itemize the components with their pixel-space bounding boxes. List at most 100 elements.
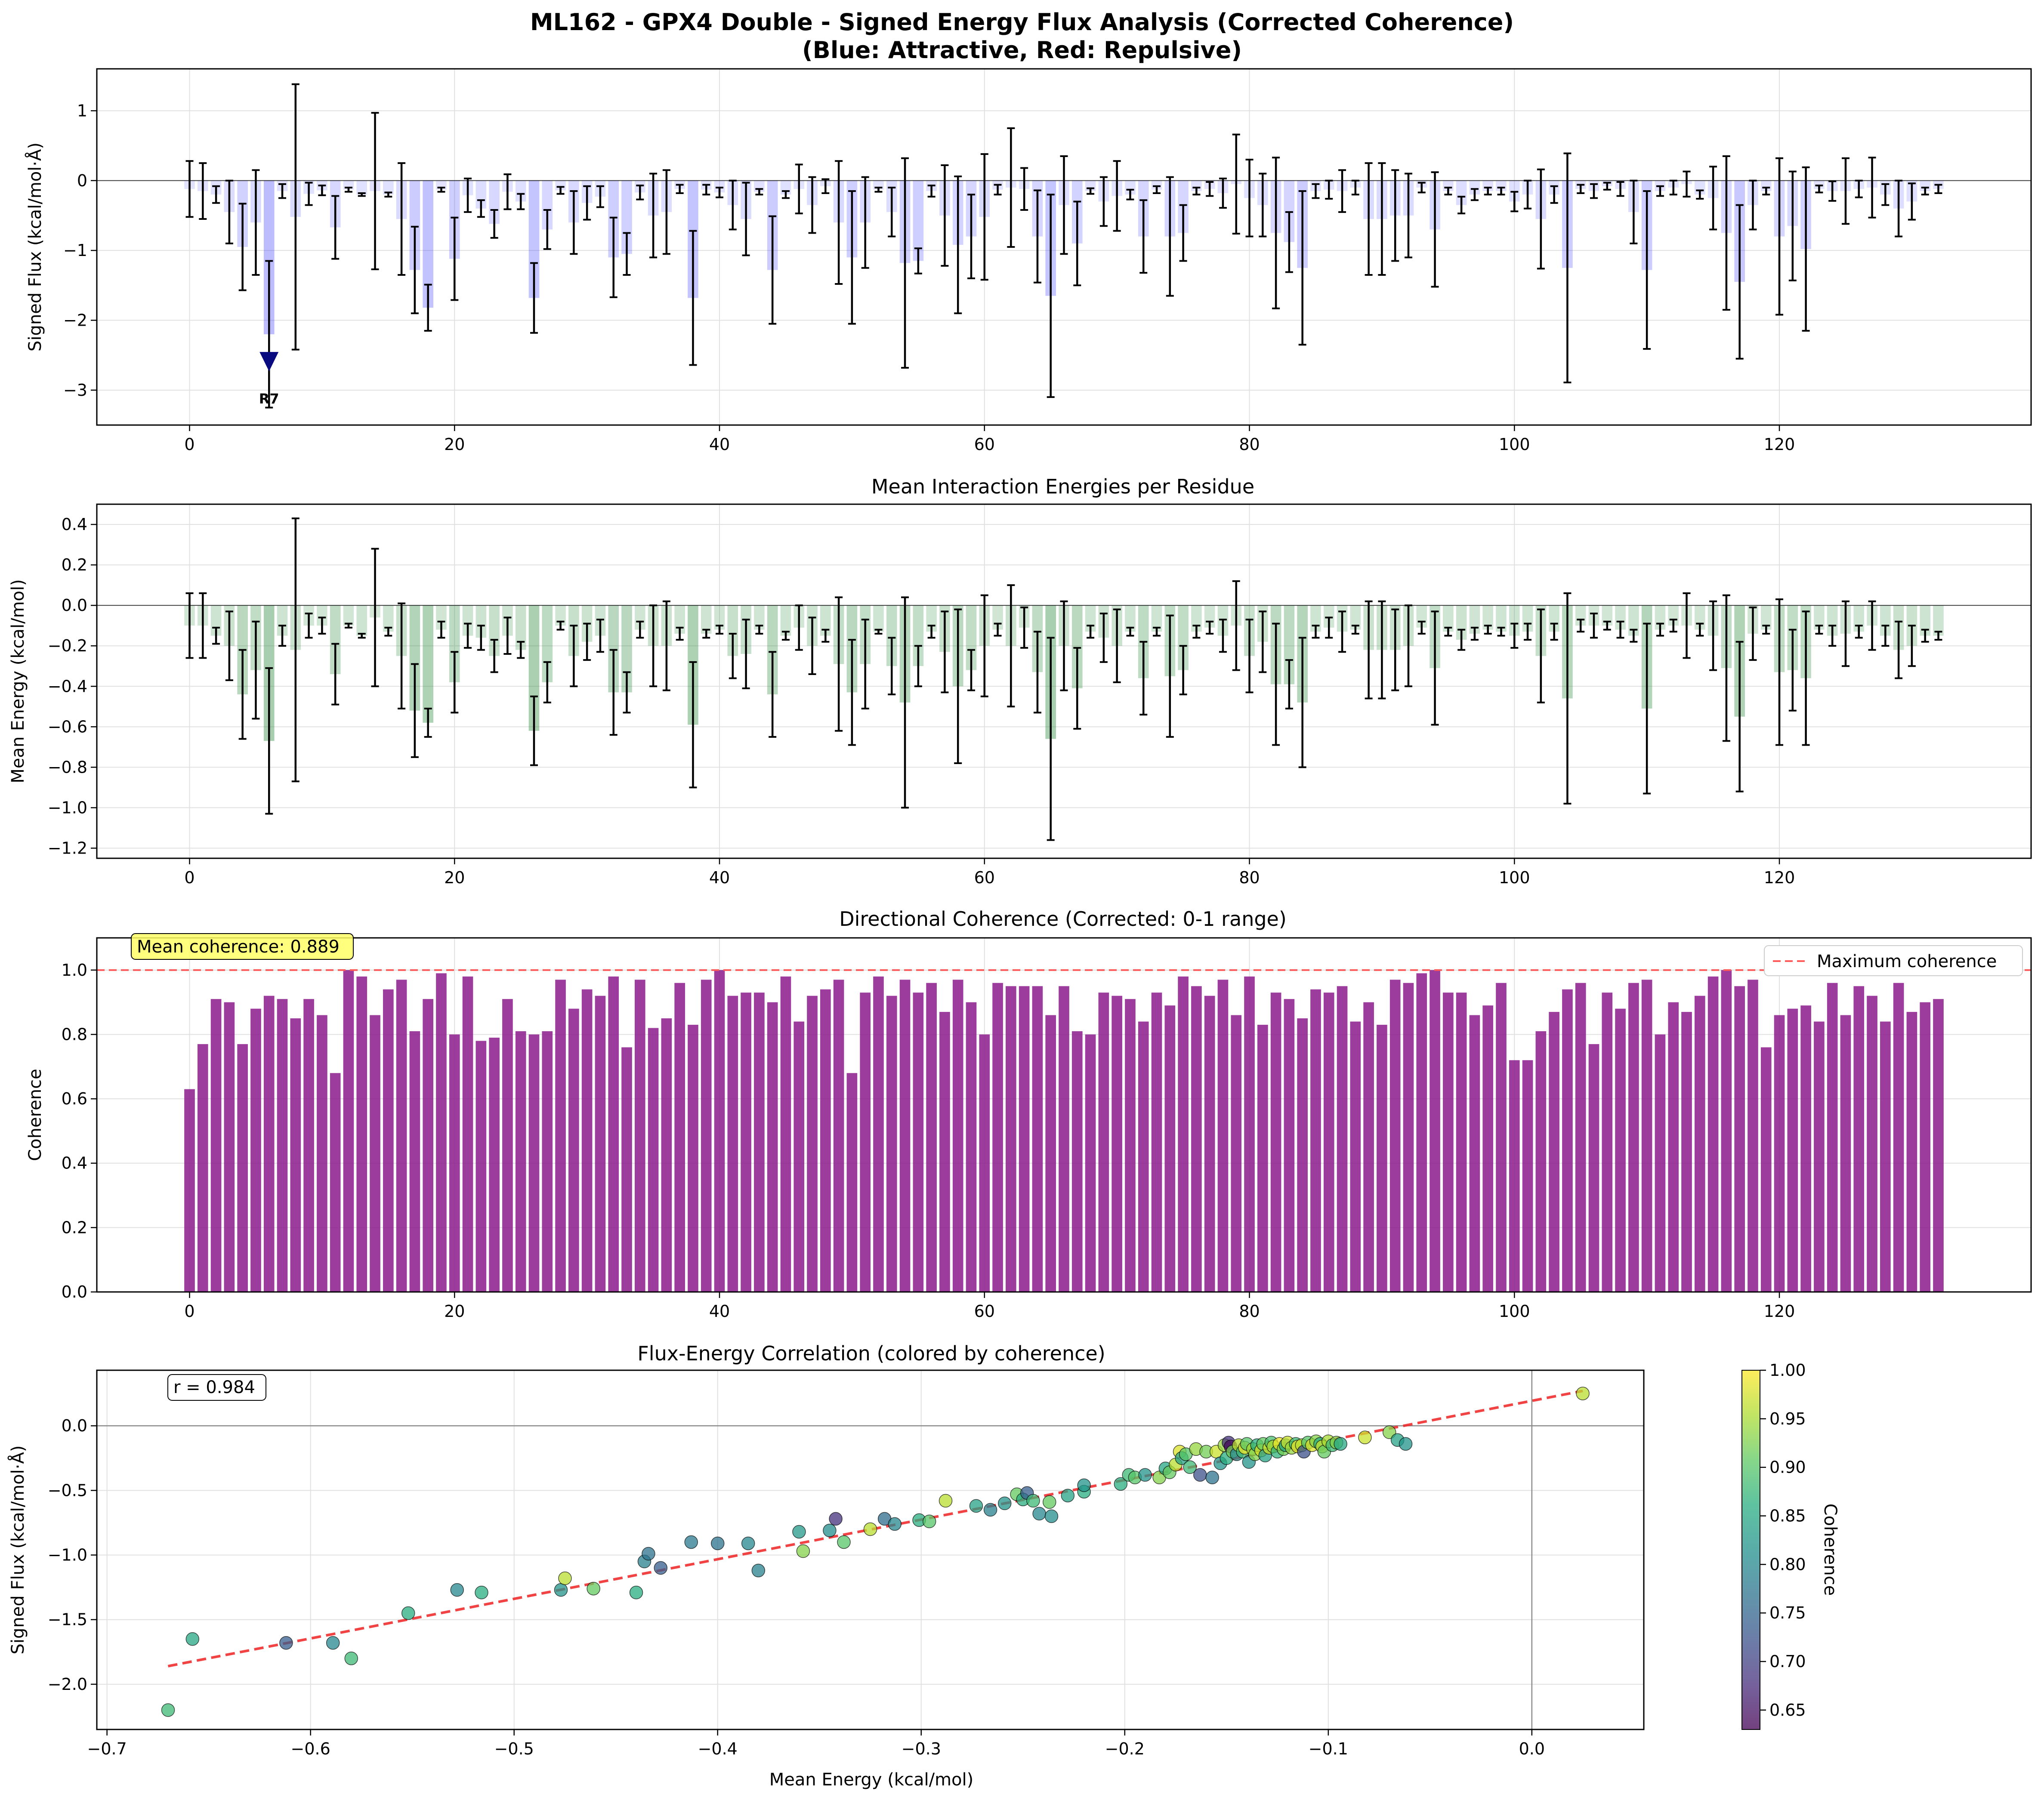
coherence-bar <box>250 1008 261 1292</box>
scatter-point <box>1138 1468 1152 1482</box>
y-tick-label: 0.0 <box>62 1416 87 1435</box>
coherence-bar <box>1496 983 1507 1292</box>
coherence-bar <box>409 1031 420 1292</box>
coherence-bar <box>1522 1060 1533 1292</box>
y-tick-label: 0.2 <box>62 1218 87 1237</box>
x-tick-label: 60 <box>974 435 995 454</box>
scatter-point <box>1026 1494 1040 1508</box>
coherence-bar <box>1416 973 1427 1292</box>
scatter-point <box>642 1547 655 1561</box>
energy-errorbars <box>97 517 2031 841</box>
coherence-bar <box>1125 999 1136 1292</box>
coherence-bar <box>343 970 354 1292</box>
coherence-bar <box>330 1073 341 1292</box>
coherence-bar <box>1071 1031 1083 1292</box>
coherence-bar <box>1562 989 1573 1292</box>
coherence-bar <box>1112 996 1122 1292</box>
coherence-bar <box>1814 1021 1825 1292</box>
y-tick-label: −0.5 <box>48 1481 87 1500</box>
coherence-bar <box>1377 1025 1387 1292</box>
flux-marker: R7 <box>259 352 279 407</box>
coherence-bar <box>449 1034 460 1292</box>
x-tick-label: 0.0 <box>1519 1739 1545 1758</box>
y-tick-label: 0.4 <box>62 1154 87 1173</box>
coherence-bar <box>542 1031 553 1292</box>
coherence-bar <box>608 976 619 1292</box>
x-tick-label: −0.1 <box>1309 1739 1348 1758</box>
bar <box>356 180 367 195</box>
coherence-bar <box>1191 986 1202 1292</box>
y-tick-label: −1.2 <box>48 838 87 857</box>
y-tick-label: −0.8 <box>48 758 87 777</box>
correlation-axes-frame <box>96 1369 1645 1730</box>
x-tick-label: −0.5 <box>494 1739 534 1758</box>
scatter-point <box>161 1703 175 1717</box>
x-tick-label: −0.4 <box>698 1739 738 1758</box>
coherence-bar <box>979 1034 990 1292</box>
coherence-legend-label: Maximum coherence <box>1817 952 1997 971</box>
coherence-bar <box>528 1034 540 1292</box>
coherence-bar <box>1920 1002 1931 1292</box>
coherence-bar <box>555 980 566 1292</box>
coherence-bar <box>1867 996 1877 1292</box>
correlation-r-text: r = 0.984 <box>173 1378 255 1397</box>
scatter-point <box>837 1535 851 1549</box>
coherence-bar <box>1244 976 1255 1292</box>
coherence-axes-frame <box>96 937 2032 1293</box>
scatter-point <box>983 1503 997 1517</box>
coherence-bar <box>1085 1034 1096 1292</box>
scatter-point <box>1358 1430 1372 1444</box>
coherence-bar <box>1019 986 1030 1292</box>
x-tick-label: 60 <box>974 1302 995 1321</box>
coherence-bar <box>1178 976 1189 1292</box>
coherence-bar <box>1760 1047 1772 1292</box>
coherence-bar <box>899 980 911 1292</box>
figure-title-line2: (Blue: Attractive, Red: Repulsive) <box>802 37 1242 64</box>
x-tick-label: 100 <box>1499 1302 1530 1321</box>
y-tick-label: −1.0 <box>48 798 87 817</box>
coherence-bar <box>952 980 963 1292</box>
colorbar-gradient <box>1741 1370 1760 1730</box>
coherence-bar <box>1217 980 1229 1292</box>
flux-errorbars <box>97 83 2031 409</box>
coherence-bar <box>1482 1005 1494 1292</box>
colorbar-tick-label: 0.90 <box>1769 1458 1806 1477</box>
coherence-bar <box>1748 980 1758 1292</box>
coherence-bar <box>688 1025 698 1292</box>
bar <box>873 605 884 632</box>
coherence-bar <box>1681 1012 1692 1292</box>
coherence-bar <box>1588 1044 1599 1292</box>
coherence-legend-box <box>1764 945 2023 976</box>
scatter-point <box>1114 1477 1128 1491</box>
coherence-bar <box>621 1047 632 1292</box>
coherence-bar <box>913 993 924 1292</box>
coherence-bar <box>846 1073 858 1292</box>
scatter-point <box>344 1652 358 1665</box>
coherence-bar <box>356 976 367 1292</box>
coherence-bar <box>303 999 314 1292</box>
coherence-mean-text: Mean coherence: 0.889 <box>137 937 340 957</box>
x-tick-label: −0.7 <box>87 1739 127 1758</box>
coherence-bar <box>1403 983 1414 1292</box>
strongest-residue-label: R7 <box>259 391 279 407</box>
coherence-bar <box>1641 980 1652 1292</box>
coherence-bar <box>1032 986 1043 1292</box>
scatter-point <box>587 1581 600 1596</box>
flux-ylabel: Signed Flux (kcal/mol·Å) <box>25 142 45 351</box>
x-tick-label: 40 <box>709 1302 730 1321</box>
x-tick-label: 20 <box>444 435 465 454</box>
energy-xticks: 0 20 40 60 80 100 120 <box>184 858 1795 887</box>
x-tick-label: 60 <box>974 868 995 887</box>
coherence-bar <box>1257 1025 1268 1292</box>
correlation-panel-title: Flux-Energy Correlation (colored by cohe… <box>637 1342 1105 1365</box>
coherence-bar <box>741 993 751 1292</box>
coherence-bar <box>436 973 447 1292</box>
coherence-panel-title: Directional Coherence (Corrected: 0-1 ra… <box>839 907 1287 931</box>
coherence-bar <box>1323 993 1334 1292</box>
coherence-bar <box>489 1037 500 1292</box>
coherence-bar <box>754 993 765 1292</box>
coherence-bar <box>1363 1002 1374 1292</box>
coherence-bar <box>1734 986 1745 1292</box>
coherence-xticks: 0 20 40 60 80 100 120 <box>184 1292 1795 1321</box>
colorbar-tick-label: 0.95 <box>1769 1409 1806 1428</box>
